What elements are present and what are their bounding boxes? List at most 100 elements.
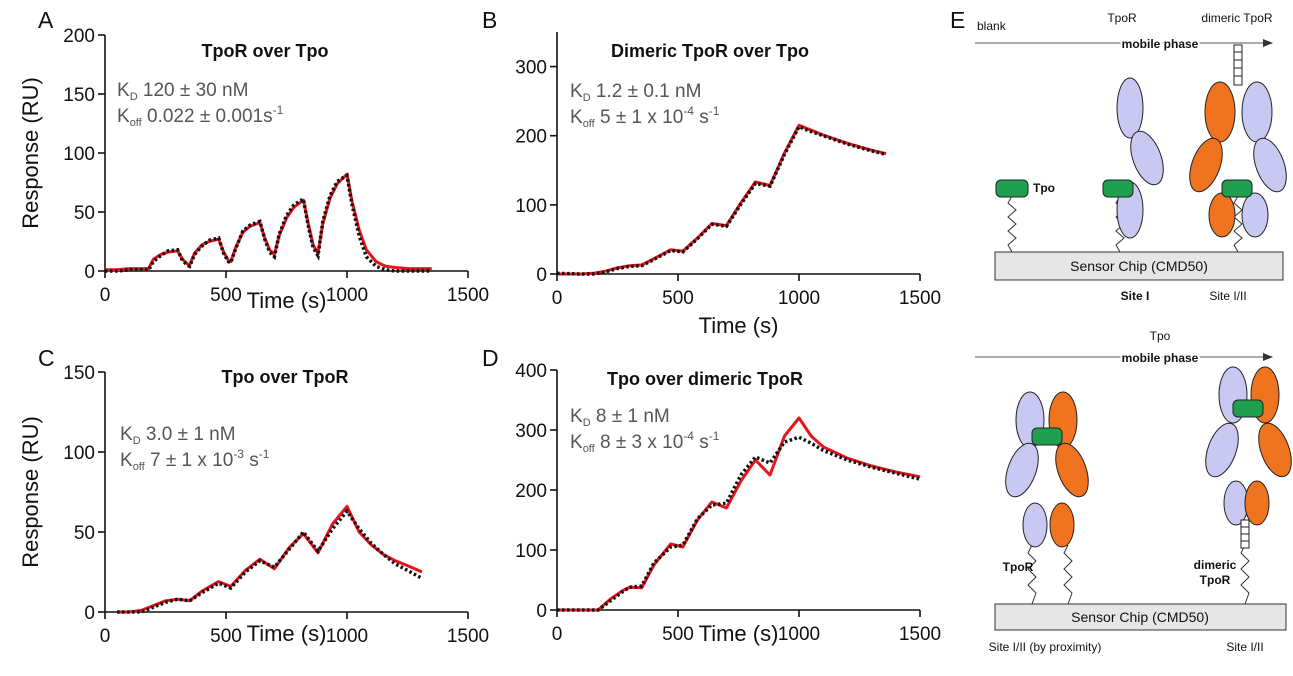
- label: Tpo: [1150, 329, 1171, 343]
- x-tick-label: 0: [100, 626, 111, 647]
- x-tick-label: 500: [210, 626, 242, 647]
- x-tick-label: 1000: [778, 624, 820, 645]
- data-line: [557, 435, 921, 612]
- annotation-part: 8 ± 1 nM: [591, 406, 670, 427]
- y-tick-label: 0: [84, 262, 95, 283]
- label: Site I: [1121, 289, 1150, 303]
- annotation-part: -1: [709, 104, 720, 118]
- label: TpoR: [1200, 573, 1231, 587]
- annotation-part: D: [133, 435, 141, 447]
- sensor-chip: [994, 603, 1287, 631]
- label: Sensor Chip (CMD50): [1071, 609, 1209, 625]
- annotation: KD 8 ± 1 nM: [570, 406, 670, 429]
- annotation-part: -1: [709, 429, 720, 443]
- x-tick-label: 500: [662, 624, 694, 645]
- annotation: KD 3.0 ± 1 nM: [120, 424, 236, 447]
- annotation-part: 1.2 ± 0.1 nM: [591, 81, 702, 102]
- annotation-part: off: [583, 118, 596, 130]
- annotation: KD 120 ± 30 nM: [117, 80, 248, 103]
- annotation: Koff 8 ± 3 x 10-4 s-1: [570, 429, 720, 455]
- x-tick-label: 500: [662, 288, 694, 309]
- y-tick-label: 200: [515, 481, 547, 502]
- annotation-part: K: [570, 406, 583, 427]
- annotation-part: 5 ± 1 x 10: [595, 107, 684, 128]
- annotation-part: 8 ± 3 x 10: [595, 432, 684, 453]
- y-tick-label: 0: [536, 265, 547, 286]
- y-tick-label: 0: [536, 601, 547, 622]
- annotation: Koff 7 ± 1 x 10-3 s-1: [120, 447, 270, 473]
- annotation-part: K: [120, 424, 133, 445]
- annotation: Koff 5 ± 1 x 10-4 s-1: [570, 104, 720, 130]
- annotation-part: -3: [233, 447, 244, 461]
- chart-title: Dimeric TpoR over Tpo: [611, 41, 809, 61]
- panel-label: D: [482, 345, 499, 371]
- annotation: Koff 0.022 ± 0.001s-1: [117, 103, 284, 129]
- y-tick-label: 400: [515, 361, 547, 382]
- label: mobile phase: [1122, 37, 1199, 51]
- annotation-part: -4: [683, 104, 694, 118]
- annotation-part: s: [244, 450, 259, 471]
- chart-title: Tpo over dimeric TpoR: [607, 369, 803, 389]
- y-tick-label: 0: [84, 603, 95, 624]
- panel-label: A: [38, 7, 54, 33]
- annotation-part: -4: [683, 429, 694, 443]
- label: Tpo: [1033, 181, 1055, 195]
- x-tick-label: 1000: [326, 285, 368, 306]
- annotation-part: K: [117, 80, 130, 101]
- y-tick-label: 300: [515, 58, 547, 79]
- annotation: KD 1.2 ± 0.1 nM: [570, 81, 701, 104]
- annotation-part: off: [133, 461, 146, 473]
- y-axis-title: Response (RU): [18, 416, 43, 568]
- y-tick-label: 100: [515, 196, 547, 217]
- annotation-part: 3.0 ± 1 nM: [141, 424, 236, 445]
- annotation-part: D: [130, 91, 138, 103]
- x-tick-label: 500: [210, 285, 242, 306]
- chart-title: TpoR over Tpo: [202, 41, 329, 61]
- label: dimeric: [1194, 558, 1237, 572]
- x-tick-label: 1500: [447, 285, 489, 306]
- x-axis-title: Time (s): [699, 313, 779, 338]
- chart-panel: D 0 100 200 300 400 0 500 1000 1500 Tpo over dimer…: [482, 345, 941, 646]
- x-tick-label: 1000: [326, 626, 368, 647]
- data-line: [105, 172, 432, 273]
- x-tick-label: 0: [100, 285, 111, 306]
- data-line: [557, 123, 887, 276]
- y-tick-label: 50: [74, 203, 95, 224]
- data-line: [556, 124, 887, 276]
- y-tick-label: 100: [515, 541, 547, 562]
- proteins: [995, 44, 1287, 239]
- y-axis-title: Response (RU): [18, 77, 43, 229]
- x-axis-title: Time (s): [247, 288, 327, 313]
- y-tick-label: 150: [63, 363, 95, 384]
- annotation-part: off: [130, 117, 143, 129]
- sensor-chip: [994, 251, 1284, 281]
- annotation-part: 120 ± 30 nM: [138, 80, 249, 101]
- label: Site I/II: [1209, 289, 1246, 303]
- x-tick-label: 0: [552, 624, 563, 645]
- y-tick-label: 100: [63, 443, 95, 464]
- annotation-part: D: [583, 92, 591, 104]
- x-tick-label: 1000: [778, 288, 820, 309]
- annotation-part: K: [570, 81, 583, 102]
- label: mobile phase: [1122, 351, 1199, 365]
- label: Site I/II: [1226, 640, 1263, 654]
- y-tick-label: 200: [515, 127, 547, 148]
- y-tick-label: 50: [74, 523, 95, 544]
- label: dimeric TpoR: [1201, 11, 1272, 25]
- annotation-part: K: [570, 107, 583, 128]
- annotation-part: 7 ± 1 x 10: [145, 450, 234, 471]
- label: TpoR: [1107, 11, 1137, 25]
- x-tick-label: 1500: [899, 624, 941, 645]
- data-line: [117, 504, 423, 614]
- label: TpoR: [1003, 560, 1034, 574]
- panel-label: B: [482, 7, 497, 33]
- annotation-part: 0.022 ± 0.001s: [142, 106, 273, 127]
- annotation-part: -1: [259, 447, 270, 461]
- label: blank: [977, 19, 1007, 33]
- data-line: [105, 172, 432, 272]
- diagram: E blank TpoR dimeric TpoR mobile phase S…: [950, 7, 1292, 654]
- y-tick-label: 200: [63, 26, 95, 47]
